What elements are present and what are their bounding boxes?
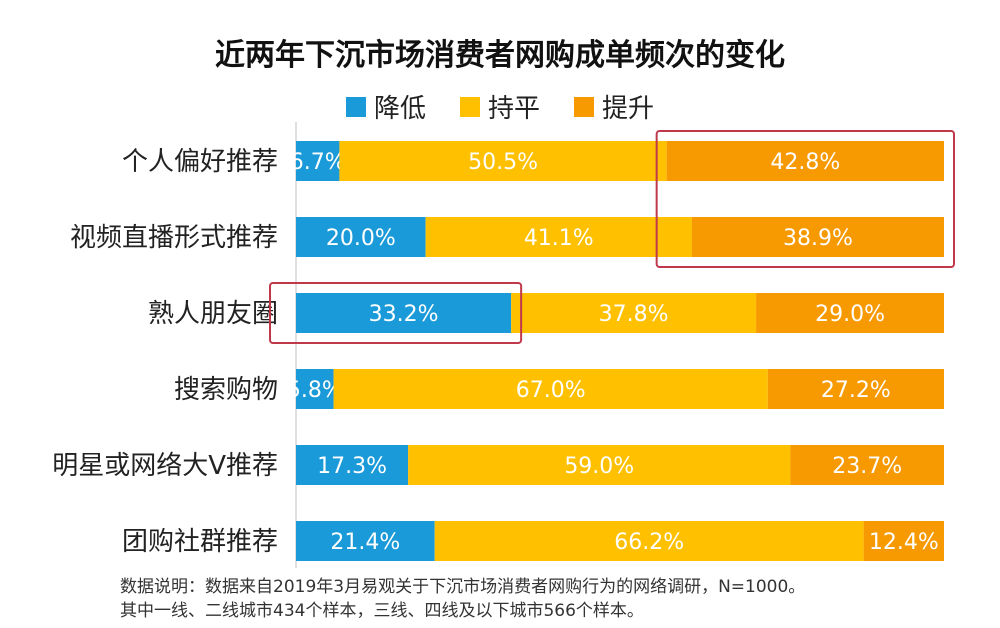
bar-segment-flat	[425, 217, 692, 257]
legend-swatch-flat	[459, 96, 480, 117]
legend-swatch-down	[345, 96, 366, 117]
data-label: 5.8%	[287, 378, 343, 403]
bar-segment-up	[691, 217, 944, 257]
highlight-box	[655, 130, 955, 268]
category-label: 搜索购物	[174, 375, 278, 405]
data-label: 67.0%	[516, 378, 586, 403]
bar-segment-down	[296, 521, 435, 561]
legend-label-down: 降低	[373, 94, 426, 124]
bar-segment-up	[790, 445, 944, 485]
bar-segment-up	[756, 293, 944, 333]
data-label: 23.7%	[832, 454, 902, 479]
legend-swatch-up	[574, 96, 594, 117]
bar-segment-down	[296, 369, 334, 409]
data-label: 27.2%	[821, 378, 891, 403]
chart-legend: 降低 持平 提升	[0, 88, 1000, 125]
bar-segment-down	[296, 293, 512, 333]
bar-segment-flat	[408, 445, 791, 485]
category-label: 熟人朋友圈	[148, 299, 278, 329]
bar-segment-flat	[333, 369, 768, 409]
data-label: 21.4%	[330, 530, 400, 555]
data-label: 50.5%	[468, 150, 538, 175]
data-label: 41.1%	[524, 226, 594, 251]
bar-segment-flat	[511, 293, 757, 333]
legend-item-down: 降低	[345, 88, 426, 125]
data-note-line2: 其中一线、二线城市434个样本，三线、四线及以下城市566个样本。	[120, 601, 644, 621]
bar-segment-up	[666, 141, 944, 181]
highlight-box	[269, 282, 523, 344]
data-label: 38.9%	[783, 226, 853, 251]
bar-segment-flat	[434, 521, 864, 561]
bar-segment-up	[863, 521, 944, 561]
data-label: 33.2%	[369, 302, 439, 327]
data-label: 66.2%	[614, 530, 684, 555]
data-label: 20.0%	[326, 226, 396, 251]
category-label: 明星或网络大V推荐	[52, 451, 278, 481]
data-label: 37.8%	[599, 302, 669, 327]
data-note-line1: 数据说明：数据来自2019年3月易观关于下沉市场消费者网购行为的网络调研，N=1…	[120, 577, 806, 597]
data-label: 29.0%	[815, 302, 885, 327]
bar-segment-down	[296, 141, 340, 181]
data-label: 59.0%	[564, 454, 634, 479]
data-label: 6.7%	[290, 150, 346, 175]
legend-label-up: 提升	[602, 94, 655, 124]
bar-segment-down	[296, 217, 426, 257]
legend-item-flat: 持平	[459, 88, 540, 125]
data-label: 12.4%	[869, 530, 939, 555]
category-label: 团购社群推荐	[122, 527, 278, 557]
category-label: 视频直播形式推荐	[70, 223, 278, 253]
legend-item-up: 提升	[574, 88, 654, 125]
bar-segment-down	[296, 445, 409, 485]
data-label: 42.8%	[770, 150, 840, 175]
category-label: 个人偏好推荐	[122, 147, 278, 177]
legend-label-flat: 持平	[487, 94, 540, 124]
chart-title: 近两年下沉市场消费者网购成单频次的变化	[215, 38, 785, 73]
bar-segment-up	[767, 369, 944, 409]
data-label: 17.3%	[317, 454, 387, 479]
bar-segment-flat	[339, 141, 667, 181]
